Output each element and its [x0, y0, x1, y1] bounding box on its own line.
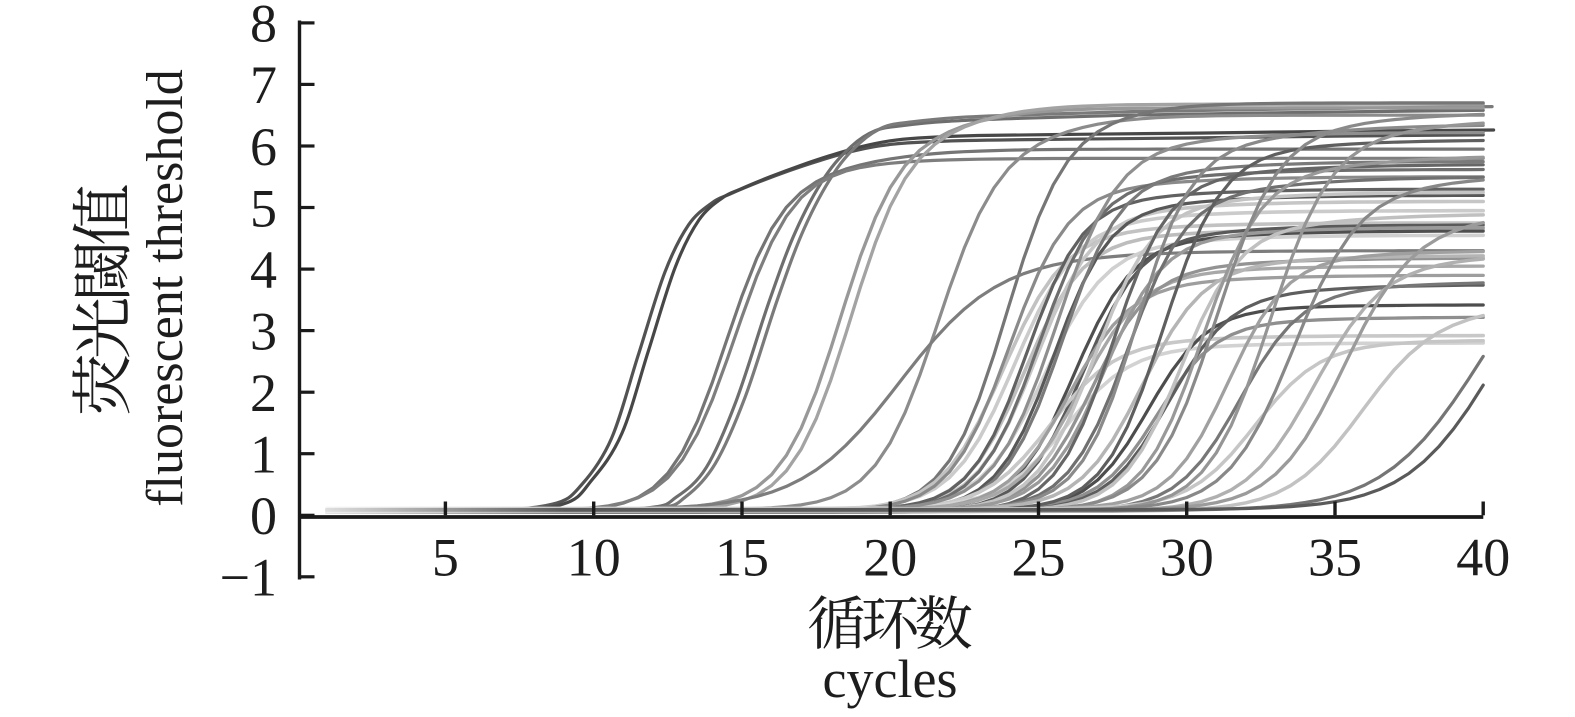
svg-text:5: 5	[250, 178, 277, 238]
svg-text:35: 35	[1308, 528, 1362, 588]
svg-text:4: 4	[250, 240, 277, 300]
svg-text:8: 8	[250, 0, 277, 54]
svg-text:2: 2	[250, 363, 277, 423]
svg-text:cycles: cycles	[823, 649, 958, 709]
svg-text:3: 3	[250, 301, 277, 361]
svg-text:30: 30	[1160, 528, 1214, 588]
svg-text:fluorescent threshold: fluorescent threshold	[137, 69, 194, 507]
svg-text:15: 15	[715, 528, 769, 588]
svg-text:20: 20	[863, 528, 917, 588]
svg-text:10: 10	[567, 528, 621, 588]
svg-text:25: 25	[1012, 528, 1066, 588]
svg-text:6: 6	[250, 117, 277, 177]
svg-text:0: 0	[250, 486, 277, 546]
svg-text:7: 7	[250, 55, 277, 115]
svg-text:1: 1	[250, 425, 277, 485]
svg-text:−1: −1	[220, 548, 277, 608]
svg-text:40: 40	[1456, 528, 1510, 588]
svg-text:5: 5	[432, 528, 459, 588]
